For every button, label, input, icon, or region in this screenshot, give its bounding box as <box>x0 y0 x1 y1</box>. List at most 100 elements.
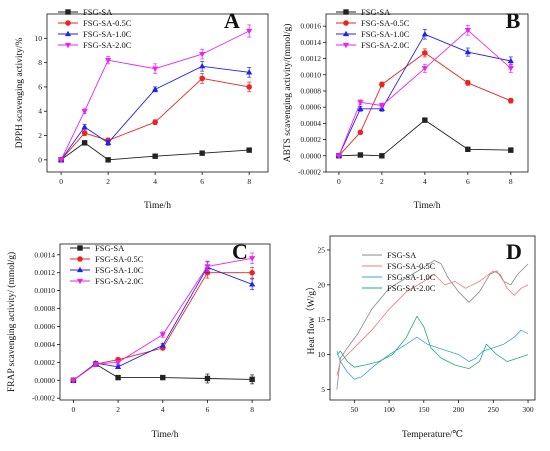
panel-D: 50 100 150 200 250 300 5 10 15 20 25 Temperature/℃ H… <box>305 235 536 440</box>
y-axis-label: Heat flow（W/g） <box>305 281 317 354</box>
data-point <box>199 150 205 156</box>
data-point <box>246 84 252 90</box>
x-tick-label: 0 <box>72 405 76 414</box>
data-point <box>357 129 364 136</box>
data-point <box>105 139 112 145</box>
x-tick-label: 2 <box>106 177 110 186</box>
data-point <box>152 153 158 159</box>
plot-frame <box>46 13 269 173</box>
plot-frame <box>329 235 536 401</box>
legend-entry: FSG-SA-1.0C <box>336 29 410 39</box>
data-point <box>507 66 514 72</box>
legend-label: FSG-SA-0.5C <box>95 254 144 264</box>
data-point <box>249 256 256 262</box>
series-FSG-SA-0.5C <box>336 48 514 159</box>
data-point <box>204 264 211 270</box>
y-tick-label: 0.0004 <box>300 119 321 128</box>
legend-marker <box>77 256 83 262</box>
y-axis-label: ABTS scavenging activity/(mmol/g) <box>282 24 293 163</box>
series-FSG-SA-2.0C <box>58 24 253 164</box>
series-line <box>338 33 511 156</box>
data-point <box>379 153 385 159</box>
data-point <box>160 374 166 381</box>
legend-marker <box>342 30 350 37</box>
legend-entry: FSG-SA-0.5C <box>58 18 132 28</box>
panel-A: 0 2 4 6 8 0 2 4 6 8 10 Time/h DPPH scavenging activi… <box>15 7 269 211</box>
series-line <box>338 119 511 157</box>
series-line <box>60 77 250 161</box>
y-tick-label: 0.0000 <box>34 376 55 385</box>
data-point <box>357 152 364 158</box>
y-tick-label: 0.0002 <box>300 135 321 144</box>
data-point <box>465 146 471 153</box>
data-point <box>508 97 514 104</box>
data-point <box>81 123 88 130</box>
data-point <box>379 81 385 88</box>
x-tick-label: 50 <box>351 405 359 414</box>
data-point <box>204 375 211 382</box>
y-tick-label: -0.0002 <box>32 394 55 403</box>
data-point <box>507 57 514 64</box>
x-tick-label: 8 <box>250 405 254 414</box>
series-line <box>73 257 253 381</box>
series-FSG-SA-1.0C <box>58 61 253 163</box>
legend-label: FSG-SA-1.0C <box>83 29 132 39</box>
data-point <box>246 147 252 153</box>
legend-entry: FSG-SA-0.5C <box>336 18 410 28</box>
legend-label: FSG-SA-2.0C <box>361 40 410 50</box>
legend-label: FSG-SA-1.0C <box>361 29 410 39</box>
legend-label: FSG-SA-1.0C <box>95 265 144 275</box>
series-FSG-SA-2.0C <box>70 252 256 384</box>
data-point <box>81 130 88 136</box>
series-FSG-SA <box>336 259 529 390</box>
data-point <box>115 374 121 381</box>
legend-entry: FSG-SA-1.0C <box>362 272 436 282</box>
y-tick-label: 0.0014 <box>300 38 321 47</box>
x-tick-label: 4 <box>153 177 157 186</box>
data-point <box>199 51 206 58</box>
legend-entry: FSG-SA-1.0C <box>58 29 132 39</box>
legend-entry: FSG-SA-0.5C <box>70 254 144 264</box>
legend-marker <box>76 266 84 273</box>
legend-label: FSG-SA-2.0C <box>95 276 144 286</box>
panel-letter: B <box>506 8 521 33</box>
data-point <box>159 332 166 338</box>
x-tick-label: 200 <box>453 405 465 414</box>
y-axis-label: DPPH scavenging activity/% <box>15 38 25 149</box>
data-point <box>92 361 99 368</box>
y-tick-label: 0.0006 <box>34 322 55 331</box>
series-line <box>60 65 250 161</box>
y-tick-label: 20 <box>318 280 326 289</box>
y-tick-label: 0.0008 <box>34 304 55 313</box>
series-FSG-SA-1.0C <box>336 329 529 380</box>
legend-entry: FSG-SA-2.0C <box>336 40 410 50</box>
data-point <box>357 105 364 111</box>
series-line <box>336 315 529 370</box>
series-FSG-SA <box>58 140 252 163</box>
x-axis-label: Time/h <box>151 430 178 440</box>
legend-label: FSG-SA-0.5C <box>83 18 132 28</box>
y-tick-label: 0.0006 <box>300 103 321 112</box>
y-tick-label: 6 <box>38 82 42 91</box>
data-point <box>421 66 428 72</box>
data-point <box>464 48 471 55</box>
legend-label: FSG-SA-2.0C <box>387 283 436 293</box>
x-tick-label: 8 <box>247 177 251 186</box>
y-tick-label: 2 <box>38 131 42 140</box>
legend-marker <box>64 42 72 49</box>
series-line <box>60 30 250 160</box>
data-point <box>152 119 158 125</box>
legend-label: FSG-SA-0.5C <box>387 261 436 271</box>
y-axis-label: FRAP scavenging activity/ (mmol/g) <box>6 252 17 392</box>
y-tick-label: 0.0004 <box>34 340 55 349</box>
x-axis-label: Time/h <box>144 201 171 211</box>
legend-label: FSG-SA <box>361 7 391 17</box>
data-point <box>357 100 364 106</box>
legend-label: FSG-SA-1.0C <box>387 272 436 282</box>
data-point <box>105 58 112 64</box>
y-tick-label: 15 <box>318 315 326 324</box>
y-tick-label: 5 <box>321 385 325 394</box>
legend-marker <box>65 9 71 15</box>
legend-entry: FSG-SA <box>362 250 417 260</box>
data-point <box>152 86 159 92</box>
